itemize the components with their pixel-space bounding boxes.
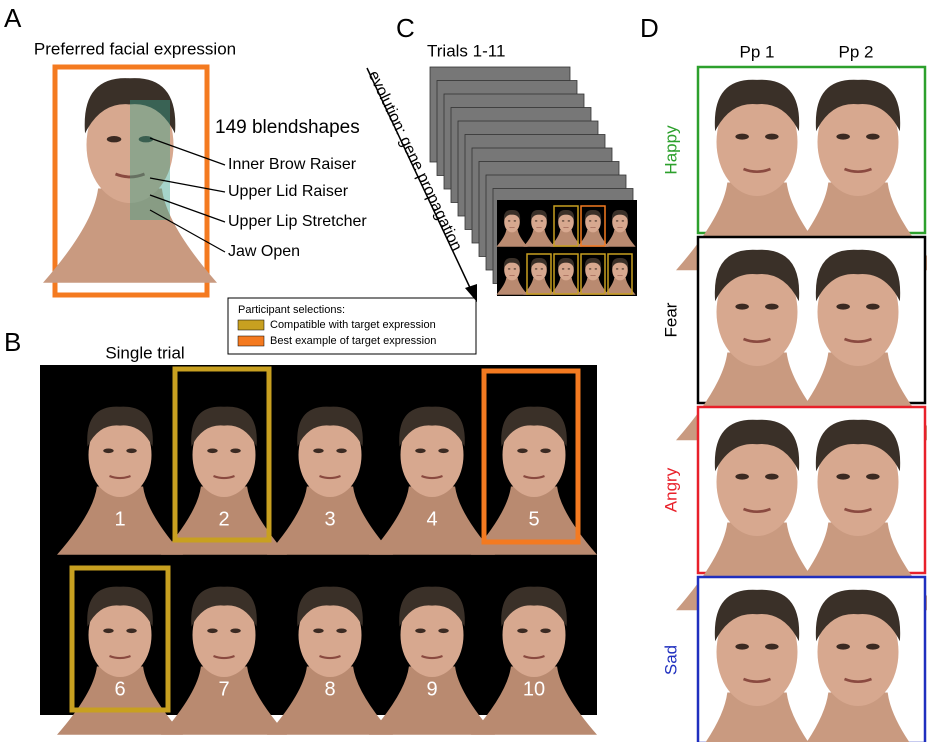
panel-letter: A (4, 3, 22, 33)
panel-title: Preferred facial expression (34, 39, 236, 58)
eye (207, 448, 218, 453)
face-number: 9 (426, 678, 437, 700)
panel-letter: D (640, 13, 659, 43)
eye (415, 628, 426, 633)
eye (589, 268, 592, 269)
eye (735, 304, 749, 310)
eye (230, 628, 241, 633)
blendshape-label: Jaw Open (228, 243, 300, 260)
eye (438, 628, 449, 633)
eye (562, 220, 565, 221)
eye (508, 268, 511, 269)
column-label: Pp 2 (839, 42, 874, 61)
eye (107, 136, 122, 142)
eye (866, 474, 880, 480)
blendshape-label: Upper Lid Raiser (228, 183, 349, 200)
eye (622, 268, 625, 269)
blendshape-label: Inner Brow Raiser (228, 156, 357, 173)
eye (595, 268, 598, 269)
eye (541, 220, 544, 221)
eye (540, 448, 551, 453)
eye (535, 220, 538, 221)
eye (568, 220, 571, 221)
row-label: Sad (661, 645, 680, 675)
eye (616, 268, 619, 269)
row-label: Fear (661, 302, 680, 337)
eye (595, 220, 598, 221)
legend-label: Best example of target expression (270, 335, 436, 347)
eye (735, 474, 749, 480)
mesh-overlay (130, 100, 170, 220)
blendshape-label: Upper Lip Stretcher (228, 213, 367, 230)
eye (589, 220, 592, 221)
face-number: 1 (114, 508, 125, 530)
face-number: 5 (528, 508, 539, 530)
column-label: Pp 1 (740, 42, 775, 61)
eye (514, 268, 517, 269)
row-label: Happy (661, 125, 680, 175)
legend-title: Participant selections: (238, 304, 345, 316)
eye (508, 220, 511, 221)
legend-label: Compatible with target expression (270, 319, 436, 331)
panel-title: Single trial (105, 343, 184, 362)
eye (438, 448, 449, 453)
eye (765, 474, 779, 480)
eye (735, 134, 749, 140)
eye (207, 628, 218, 633)
figure: A Preferred facial expression 149 blends… (0, 0, 927, 742)
eye (765, 304, 779, 310)
face-number: 2 (218, 508, 229, 530)
eye (313, 448, 324, 453)
eye (103, 628, 114, 633)
blendshape-count: 149 blendshapes (215, 117, 360, 138)
eye (535, 268, 538, 269)
eye (836, 474, 850, 480)
eye (541, 268, 544, 269)
eye (866, 304, 880, 310)
legend-swatch (238, 320, 264, 330)
face-number: 10 (523, 678, 545, 700)
eye (517, 628, 528, 633)
row-label: Angry (661, 467, 680, 512)
eye (568, 268, 571, 269)
eye (765, 644, 779, 650)
eye (836, 134, 850, 140)
eye (616, 220, 619, 221)
face-number: 8 (324, 678, 335, 700)
eye (126, 448, 137, 453)
eye (836, 304, 850, 310)
eye (765, 134, 779, 140)
face-number: 7 (218, 678, 229, 700)
eye (313, 628, 324, 633)
eye (103, 448, 114, 453)
eye (336, 448, 347, 453)
eye (866, 644, 880, 650)
eye (540, 628, 551, 633)
panel-letter: C (396, 13, 415, 43)
panel-letter: B (4, 327, 21, 357)
eye (517, 448, 528, 453)
eye (735, 644, 749, 650)
eye (230, 448, 241, 453)
eye (514, 220, 517, 221)
panel-title: Trials 1-11 (427, 41, 505, 60)
legend-swatch (238, 336, 264, 346)
eye (836, 644, 850, 650)
face-number: 6 (114, 678, 125, 700)
eye (622, 220, 625, 221)
eye (336, 628, 347, 633)
eye (562, 268, 565, 269)
eye (415, 448, 426, 453)
face-number: 4 (426, 508, 437, 530)
face-number: 3 (324, 508, 335, 530)
eye (866, 134, 880, 140)
eye (126, 628, 137, 633)
